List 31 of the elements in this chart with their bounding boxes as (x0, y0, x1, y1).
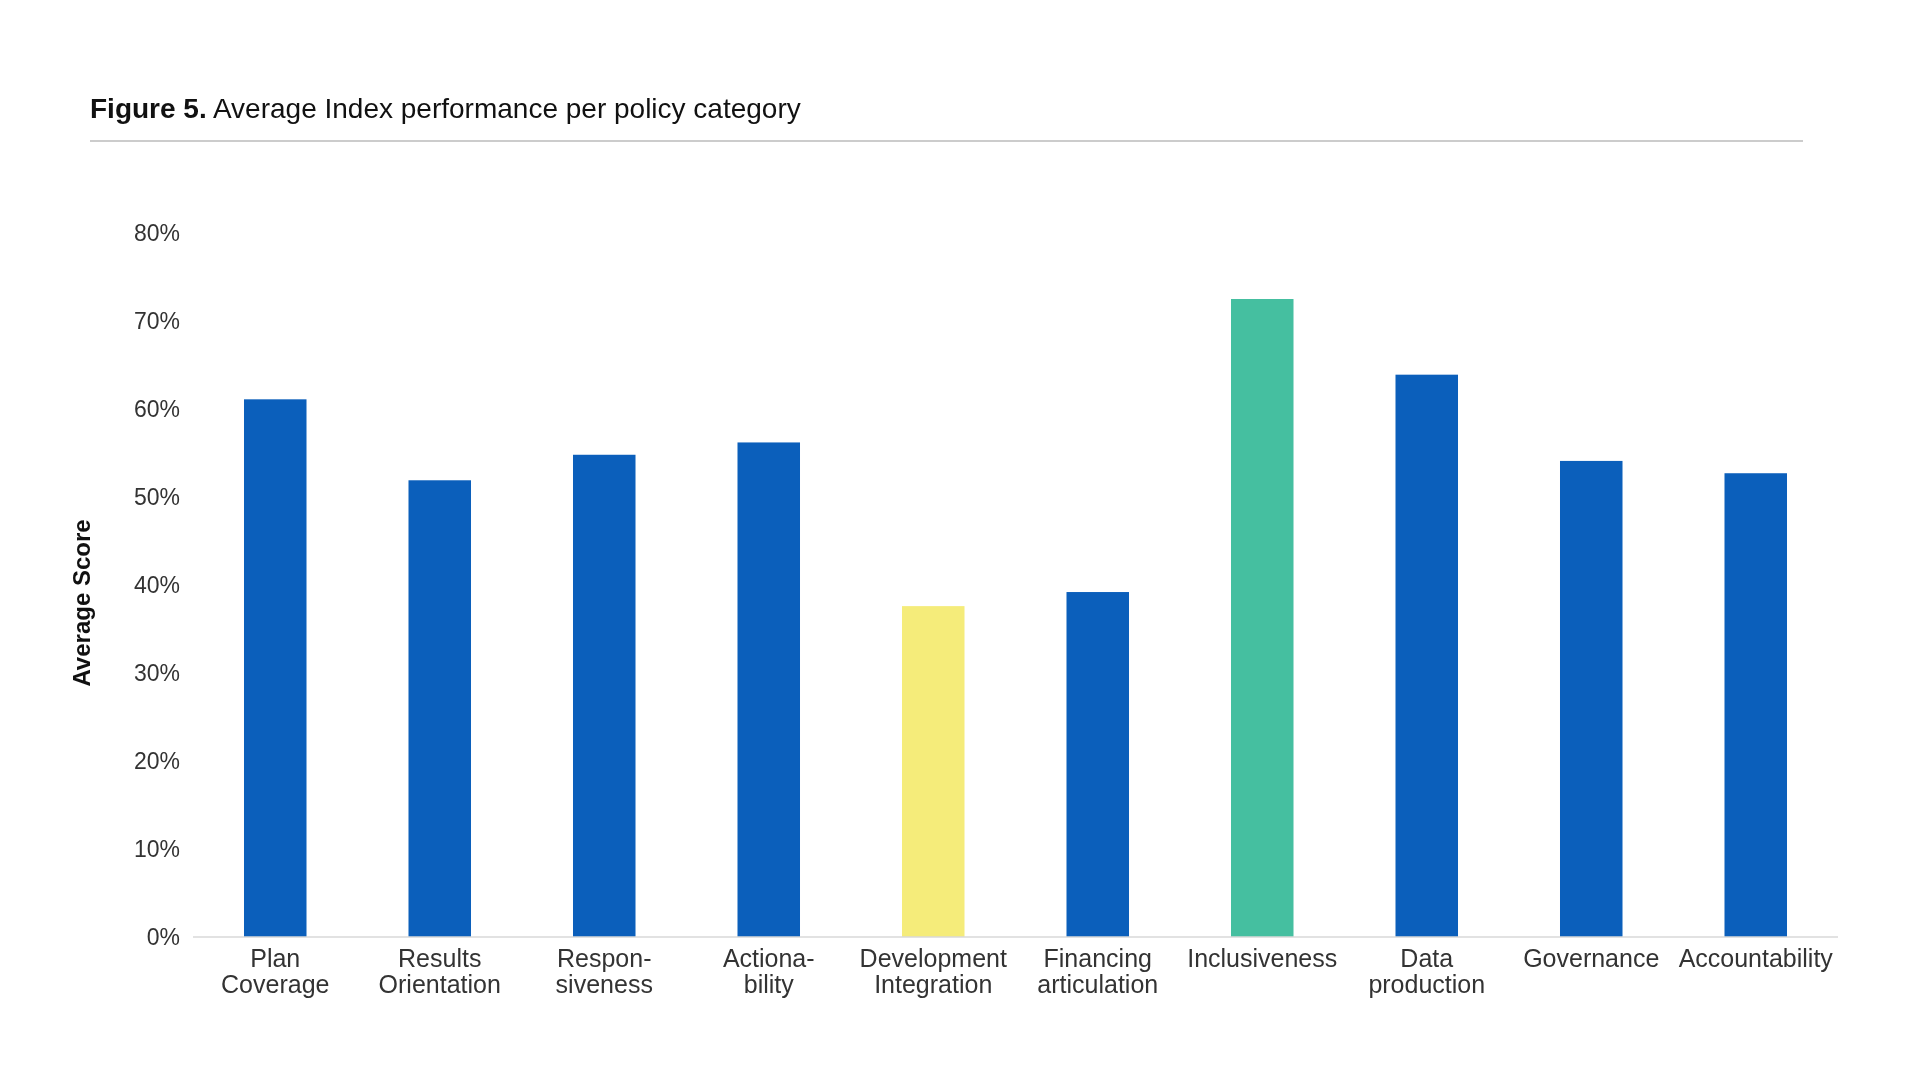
x-tick-label: Plan Coverage (221, 944, 330, 998)
x-tick-label: Development Integration (859, 944, 1007, 998)
y-tick-label: 20% (133, 748, 180, 775)
bar (1395, 374, 1458, 937)
y-tick-label: 30% (133, 660, 180, 687)
bar (244, 399, 307, 937)
bar (1230, 299, 1294, 937)
y-axis-title: Average Score (68, 519, 95, 687)
bar (408, 480, 472, 937)
x-tick-label: Inclusiveness (1187, 944, 1338, 972)
x-tick-label: Data production (1368, 944, 1486, 998)
bar (1066, 592, 1129, 937)
x-tick-label: Results Orientation (378, 944, 501, 998)
y-tick-label: 10% (133, 836, 180, 863)
y-tick-label: 50% (133, 484, 180, 511)
bar (1724, 473, 1787, 937)
x-tick-label: Respon- siveness (555, 944, 653, 998)
bar (573, 454, 636, 937)
chart-title: Figure 5. Average Index performance per policy category (90, 93, 801, 124)
y-tick-label: 40% (133, 572, 180, 599)
bar (737, 442, 801, 937)
bar (1559, 460, 1623, 937)
x-tick-label: Governance (1523, 944, 1660, 972)
y-tick-label: 80% (133, 220, 180, 247)
y-tick-label: 0% (146, 924, 180, 951)
y-tick-label: 60% (133, 396, 180, 423)
x-tick-label: Financing articulation (1037, 944, 1159, 998)
y-tick-label: 70% (133, 308, 180, 335)
x-tick-label: Accountability (1678, 944, 1834, 972)
bar (902, 606, 965, 937)
x-tick-label: Actiona- bility (722, 944, 815, 998)
